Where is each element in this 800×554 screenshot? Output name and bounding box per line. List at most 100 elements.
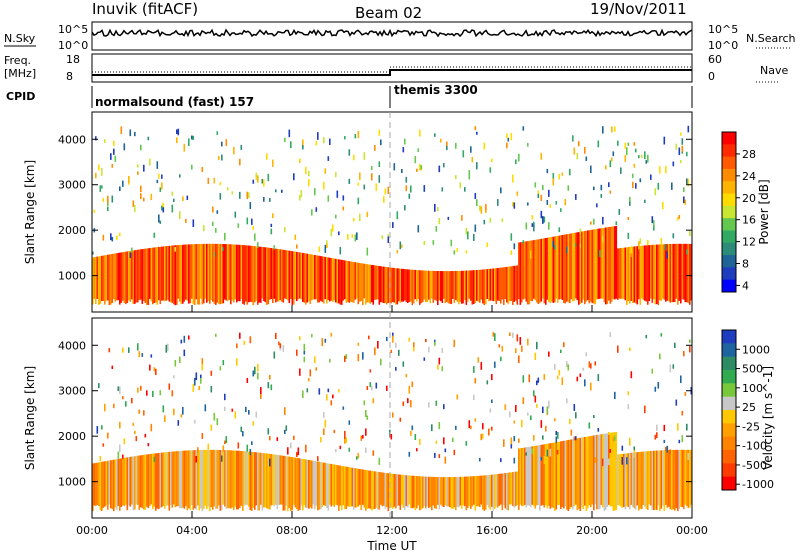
echo-scatter xyxy=(408,451,411,457)
echo-scatter xyxy=(134,430,136,435)
echo-column xyxy=(281,249,283,302)
echo-column xyxy=(593,435,595,511)
echo-column xyxy=(192,244,195,305)
echo-scatter xyxy=(434,203,436,212)
echo-column xyxy=(332,258,334,303)
echo-column xyxy=(456,476,459,507)
echo-column xyxy=(335,464,337,505)
echo-column xyxy=(524,447,526,505)
echo-scatter xyxy=(278,341,280,346)
echo-scatter xyxy=(159,390,162,396)
echo-column xyxy=(486,475,489,505)
echo-column xyxy=(617,248,619,300)
echo-scatter xyxy=(207,177,210,185)
echo-column xyxy=(627,247,630,302)
echo-column xyxy=(491,474,493,507)
echo-column xyxy=(93,463,96,506)
echo-column xyxy=(135,249,138,303)
echo-scatter xyxy=(573,147,576,155)
echo-scatter xyxy=(221,455,223,462)
echo-column xyxy=(245,245,247,302)
echo-column xyxy=(159,246,162,305)
echo-scatter xyxy=(95,136,97,141)
echo-column xyxy=(284,249,286,299)
echo-scatter xyxy=(251,441,253,445)
echo-column xyxy=(263,247,265,302)
echo-column xyxy=(444,271,447,304)
echo-scatter xyxy=(129,129,132,137)
echo-scatter xyxy=(357,354,360,362)
echo-column xyxy=(290,456,292,512)
echo-column xyxy=(401,474,403,505)
echo-scatter xyxy=(369,369,372,373)
xaxis-label: Time UT xyxy=(366,539,417,553)
echo-scatter xyxy=(656,424,658,431)
echo-scatter xyxy=(473,366,475,373)
echo-column xyxy=(336,465,339,506)
echo-scatter xyxy=(287,447,289,455)
echo-scatter xyxy=(611,441,613,449)
echo-column xyxy=(410,269,412,302)
echo-column xyxy=(663,244,666,300)
echo-scatter xyxy=(444,456,447,464)
echo-column xyxy=(216,449,219,509)
echo-scatter xyxy=(225,139,228,146)
echo-column xyxy=(612,432,615,511)
echo-column xyxy=(278,249,280,302)
echo-column xyxy=(101,461,103,511)
echo-scatter xyxy=(113,140,115,146)
echo-scatter xyxy=(438,357,441,365)
station-title: Inuvik (fitACF) xyxy=(92,0,198,18)
echo-column xyxy=(465,270,468,305)
echo-column xyxy=(312,254,315,300)
echo-scatter xyxy=(536,380,538,386)
echo-scatter xyxy=(489,167,492,173)
echo-scatter xyxy=(639,238,642,245)
echo-column xyxy=(555,236,558,299)
echo-scatter xyxy=(536,404,538,408)
echo-scatter xyxy=(638,155,640,159)
echo-column xyxy=(132,456,135,511)
echo-column xyxy=(254,246,256,303)
echo-scatter xyxy=(255,411,258,418)
echo-column xyxy=(450,477,453,509)
echo-scatter xyxy=(114,155,117,162)
echo-column xyxy=(342,260,345,301)
nsearch-tick-high: 10^5 xyxy=(708,23,738,36)
echo-column xyxy=(153,453,156,507)
echo-scatter xyxy=(437,364,439,370)
echo-column xyxy=(260,246,262,303)
echo-scatter xyxy=(566,361,568,368)
echo-scatter xyxy=(482,433,484,439)
echo-scatter xyxy=(330,400,333,406)
echo-scatter xyxy=(362,352,364,360)
echo-column xyxy=(270,454,273,506)
echo-column xyxy=(684,449,687,505)
echo-scatter xyxy=(128,347,130,353)
echo-column xyxy=(245,451,247,505)
echo-scatter xyxy=(227,187,229,191)
echo-scatter xyxy=(474,126,477,131)
echo-column xyxy=(326,257,328,304)
echo-scatter xyxy=(198,385,201,391)
echo-column xyxy=(494,474,496,509)
echo-column xyxy=(257,246,259,305)
echo-column xyxy=(690,449,693,505)
echo-scatter xyxy=(491,158,493,163)
echo-column xyxy=(521,242,523,303)
echo-scatter xyxy=(434,133,436,137)
echo-scatter xyxy=(465,441,468,446)
echo-scatter xyxy=(384,188,387,195)
echo-scatter xyxy=(383,196,385,203)
echo-scatter xyxy=(461,215,463,221)
echo-scatter xyxy=(180,339,183,344)
echo-scatter xyxy=(588,422,591,429)
echo-column xyxy=(465,476,468,511)
echo-column xyxy=(203,449,205,510)
echo-column xyxy=(209,449,211,512)
echo-column xyxy=(261,452,264,511)
echo-column xyxy=(513,265,516,302)
echo-scatter xyxy=(575,194,577,200)
echo-scatter xyxy=(684,199,687,205)
echo-column xyxy=(485,475,487,510)
